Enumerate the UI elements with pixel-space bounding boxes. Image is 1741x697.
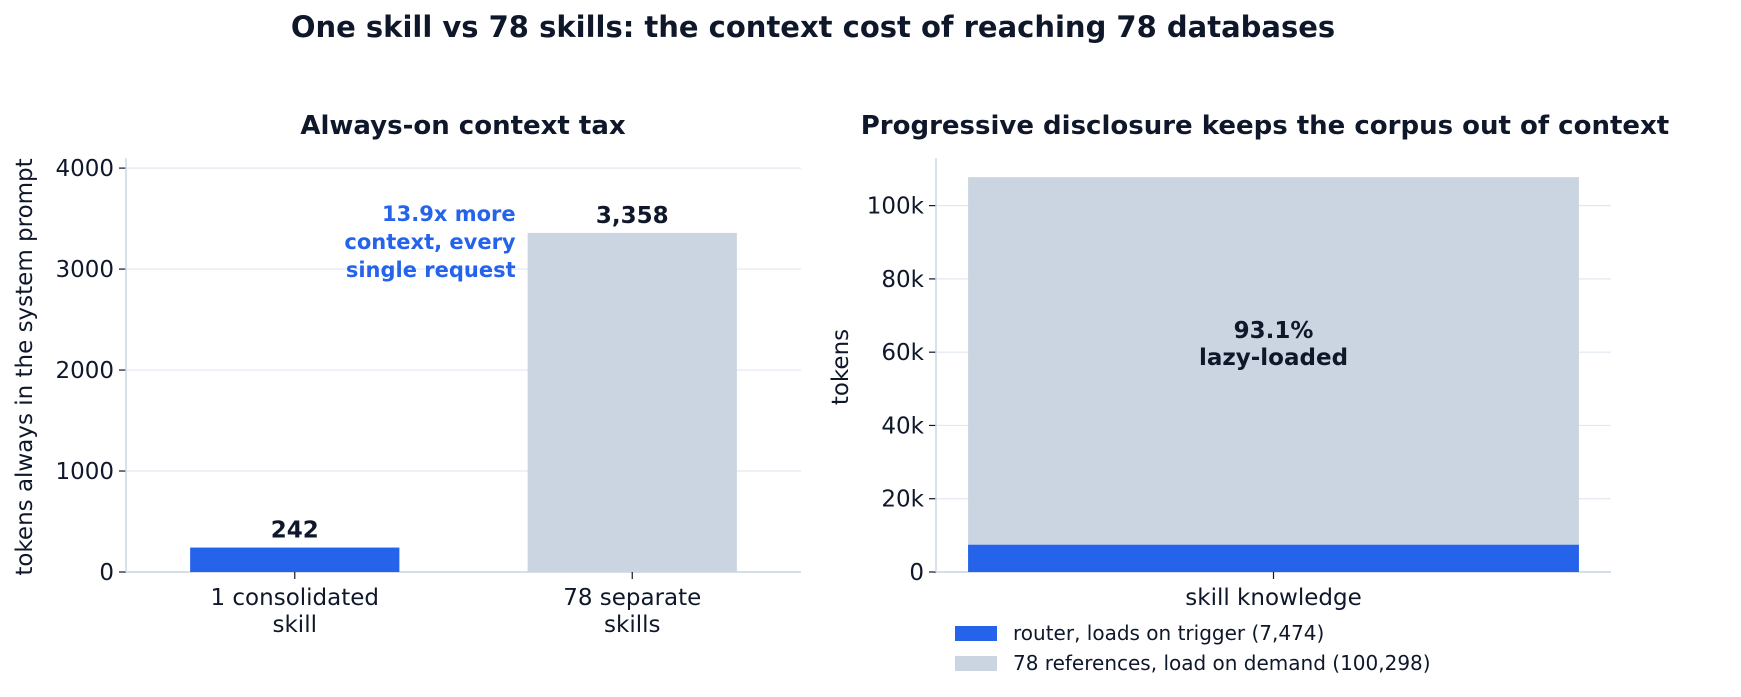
- chart1-bar: [190, 547, 400, 572]
- chart2-legend-swatch: [955, 656, 997, 671]
- context-tax-chart: Always-on context tax tokens always in t…: [12, 111, 801, 638]
- chart1-bar: [527, 232, 737, 573]
- progressive-disclosure-chart: Progressive disclosure keeps the corpus …: [828, 111, 1669, 675]
- chart1-category-label: 1 consolidated skill: [210, 585, 379, 638]
- chart1-ytick-label: 1000: [55, 459, 114, 485]
- chart2-ytick-label: 60k: [881, 340, 924, 366]
- chart1-ytick-label: 2000: [55, 358, 114, 384]
- chart1-value-label: 242: [271, 518, 319, 544]
- chart1-value-label: 3,358: [596, 203, 669, 229]
- chart2-ytick-label: 100k: [867, 194, 925, 220]
- chart2-legend-label: router, loads on trigger (7,474): [1013, 621, 1324, 645]
- chart1-category-label: 78 separate skills: [563, 585, 701, 638]
- chart1-ylabel: tokens always in the system prompt: [12, 158, 38, 575]
- chart1-ytick-label: 3000: [55, 257, 114, 283]
- chart2-annotation: 93.1% lazy-loaded: [1199, 318, 1348, 371]
- chart1-title: Always-on context tax: [300, 111, 626, 141]
- chart2-title: Progressive disclosure keeps the corpus …: [861, 111, 1669, 141]
- chart2-category-label: skill knowledge: [1185, 585, 1361, 611]
- chart2-legend-swatch: [955, 626, 997, 641]
- figure-title: One skill vs 78 skills: the context cost…: [291, 10, 1335, 44]
- chart1-ytick-label: 0: [99, 560, 114, 586]
- chart2-ytick-label: 40k: [881, 413, 924, 439]
- chart1-ytick-label: 4000: [55, 156, 114, 182]
- chart2-ytick-label: 20k: [881, 487, 924, 513]
- chart2-ytick-label: 80k: [881, 267, 924, 293]
- chart2-legend-label: 78 references, load on demand (100,298): [1013, 651, 1431, 675]
- chart2-stack-segment: [968, 177, 1579, 545]
- chart2-ylabel: tokens: [828, 329, 854, 405]
- chart2-stack-segment: [968, 544, 1579, 572]
- chart1-annotation: 13.9x more context, every single request: [344, 202, 516, 282]
- chart2-ytick-label: 0: [909, 560, 924, 586]
